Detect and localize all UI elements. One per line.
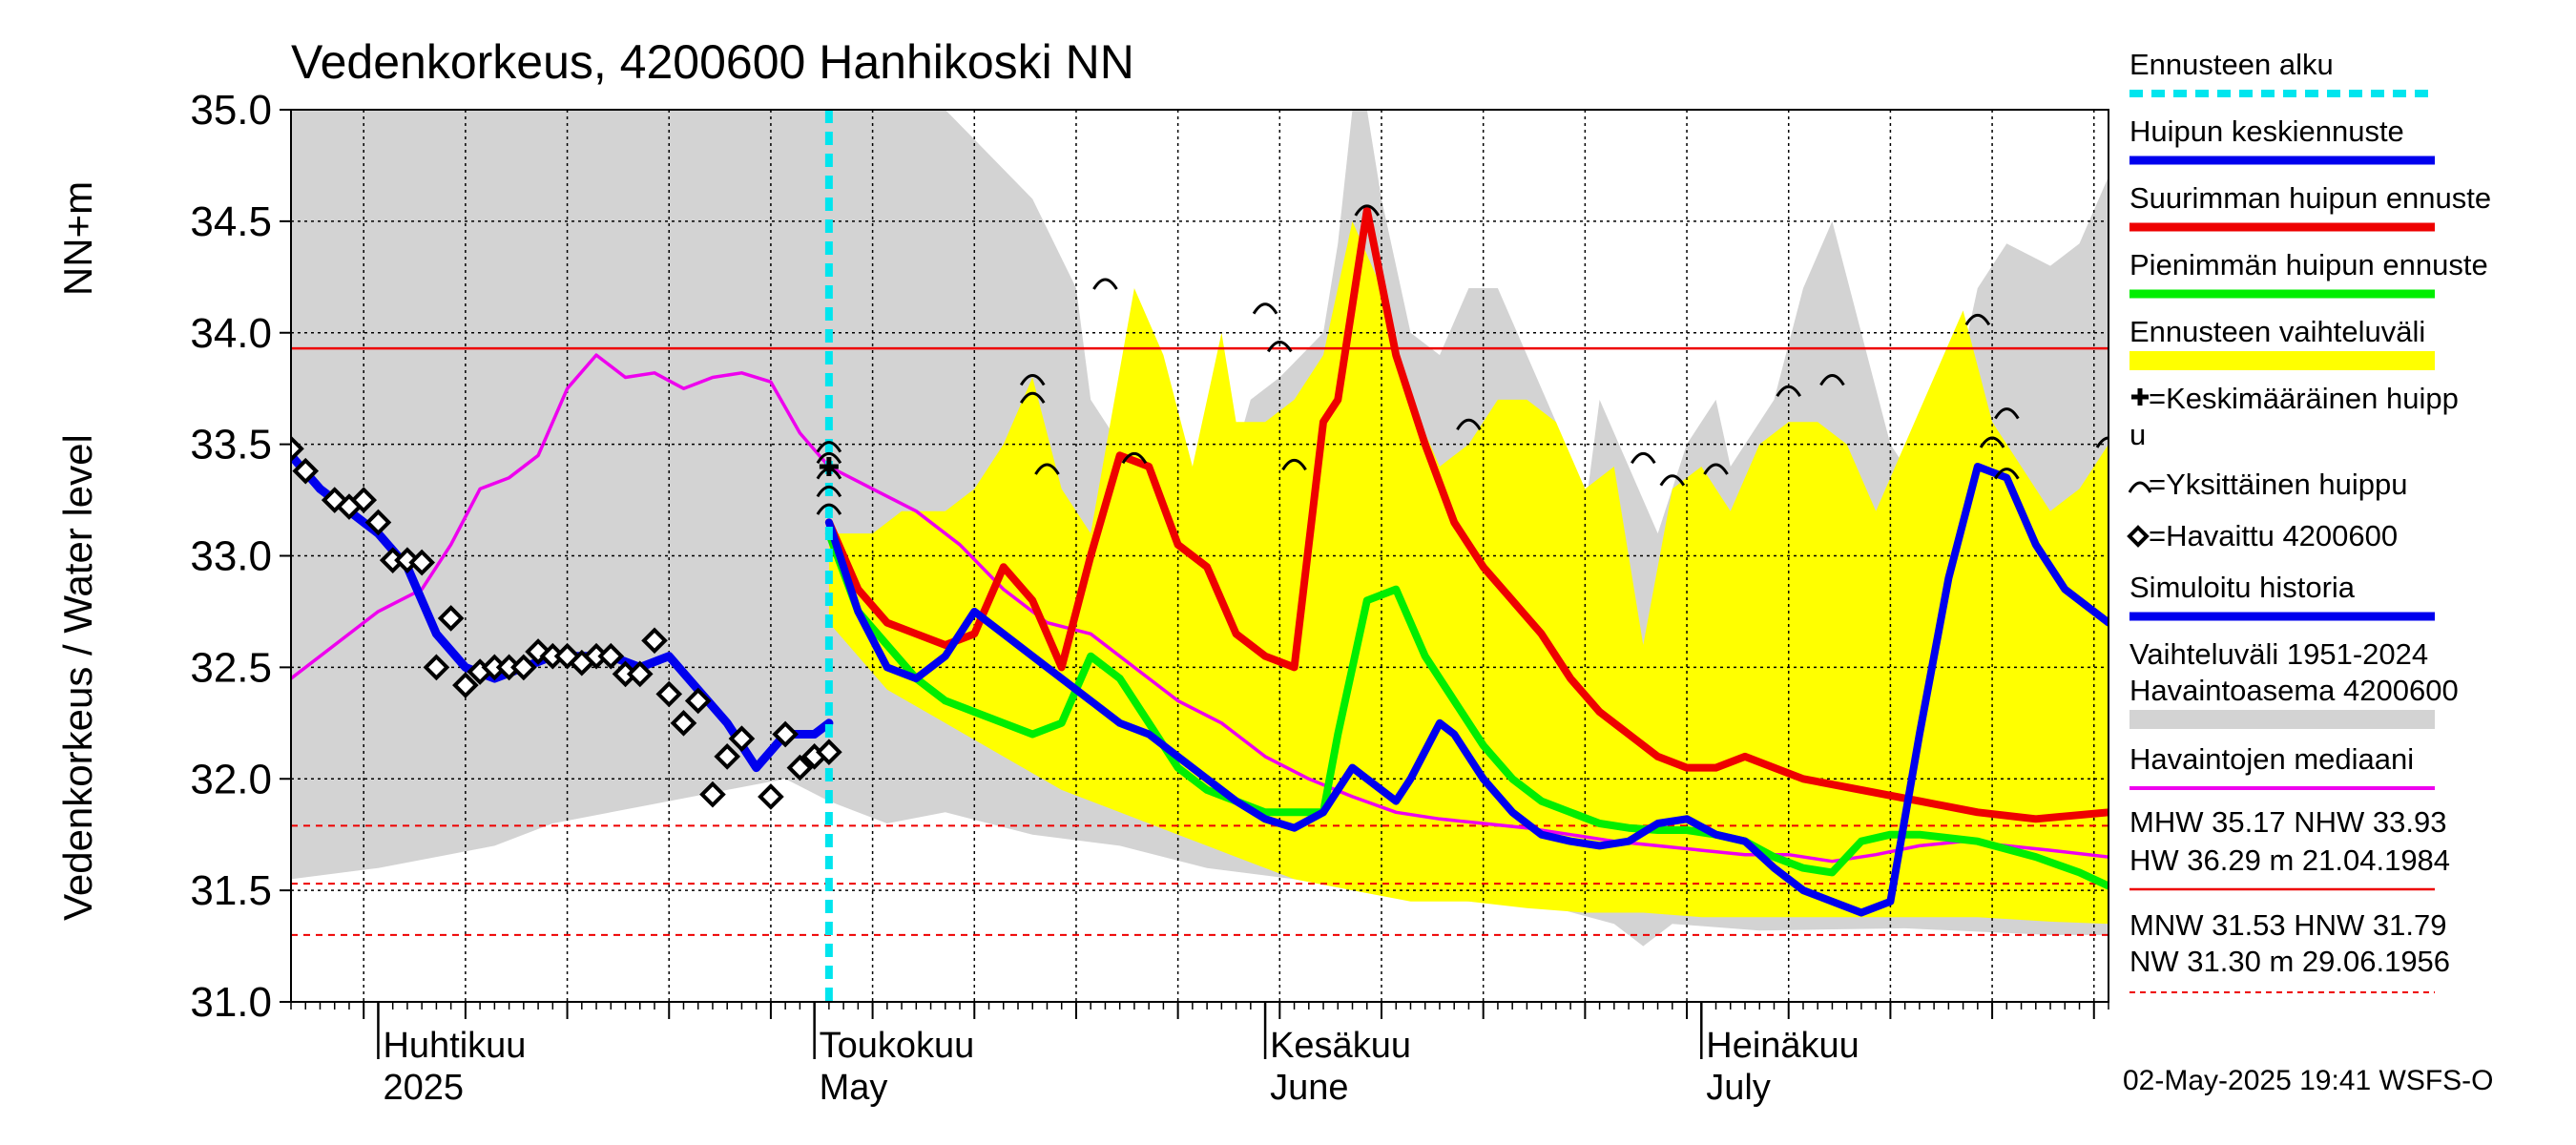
- stats-nw: NW 31.30 m 29.06.1956: [2129, 945, 2450, 978]
- legend-label: Havaintojen mediaani: [2129, 742, 2414, 776]
- y-axis-label: Vedenkorkeus / Water level: [55, 434, 100, 921]
- legend-swatch: [2131, 388, 2149, 406]
- single-peak-marker: [816, 503, 842, 515]
- x-month-sublabel: July: [1706, 1068, 1771, 1108]
- observed-point: [510, 654, 537, 681]
- single-peak-marker: [1659, 474, 1686, 487]
- observed-point: [597, 642, 625, 670]
- single-peak-marker: [2095, 436, 2109, 448]
- observed-point: [364, 509, 392, 536]
- observed-point: [772, 720, 799, 748]
- stats-mnw: MNW 31.53 HNW 31.79: [2129, 908, 2447, 942]
- timestamp-footer: 02-May-2025 19:41 WSFS-O: [2123, 1065, 2494, 1096]
- single-peak-marker: [1034, 463, 1060, 475]
- single-peak-marker: [1267, 340, 1293, 353]
- x-month-sublabel: 2025: [383, 1068, 464, 1108]
- observed-point: [786, 754, 814, 781]
- legend-label: Suurimman huipun ennuste: [2129, 181, 2491, 215]
- y-tick-label: 35.0: [190, 87, 272, 134]
- observed-point: [816, 739, 842, 766]
- observed-point: [699, 781, 726, 808]
- y-axis-unit-label: NN+m: [55, 181, 100, 296]
- y-tick-label: 32.5: [190, 644, 272, 691]
- y-tick-label: 32.0: [190, 756, 272, 802]
- single-peak-marker: [1994, 407, 2020, 420]
- single-peak-marker: [1776, 385, 1802, 397]
- x-month-label: Huhtikuu: [383, 1026, 526, 1066]
- y-tick-label: 33.5: [190, 422, 272, 468]
- min-peak-forecast-series: [824, 530, 2109, 890]
- single-peak-marker: [1281, 458, 1307, 471]
- legend-label: =Keskimääräinen huipp: [2149, 382, 2459, 415]
- legend-swatch: [2129, 710, 2435, 729]
- observed-point: [655, 680, 683, 708]
- single-peak-marker: [1631, 451, 1656, 465]
- single-peak-marker: [1819, 374, 1845, 386]
- legend-label: Pienimmän huipun ennuste: [2129, 248, 2488, 281]
- legend-swatch: [2129, 351, 2435, 370]
- observed-point: [714, 743, 741, 770]
- single-peak-marker: [1019, 374, 1046, 386]
- legend-label: Ennusteen vaihteluväli: [2129, 315, 2425, 348]
- y-tick-label: 33.0: [190, 533, 272, 580]
- legend-label: Simuloitu historia: [2129, 571, 2356, 604]
- y-tick-label: 31.0: [190, 979, 272, 1026]
- legend-label: Vaihteluväli 1951-2024: [2129, 637, 2428, 671]
- observed-point: [452, 672, 479, 698]
- single-peak-marker: [1092, 278, 1118, 290]
- legend-swatch: [2128, 481, 2152, 493]
- legend-label: Ennusteen alku: [2129, 48, 2334, 81]
- y-tick-label: 34.5: [190, 198, 272, 245]
- legend-label-continued: u: [2129, 418, 2146, 451]
- single-peak-marker: [1979, 436, 2005, 448]
- observed-point: [684, 687, 712, 715]
- observed-point: [437, 605, 465, 632]
- legend-swatch: [2127, 525, 2150, 548]
- observed-point: [758, 783, 784, 810]
- legend-label: =Havaittu 4200600: [2149, 519, 2398, 552]
- single-peak-marker: [1964, 313, 1991, 326]
- single-peak-marker: [816, 485, 842, 498]
- y-tick-label: 34.0: [190, 310, 272, 357]
- single-peak-marker: [816, 451, 842, 465]
- y-tick-label: 31.5: [190, 867, 272, 914]
- x-month-label: Toukokuu: [820, 1026, 975, 1066]
- chart-title: Vedenkorkeus, 4200600 Hanhikoski NN: [291, 35, 1134, 89]
- mean-peak-forecast-series: [824, 463, 2109, 917]
- observed-point: [291, 435, 304, 463]
- max-peak-forecast-series: [824, 206, 2109, 823]
- mean-peak-marker: [819, 457, 839, 476]
- legend-label: Huipun keskiennuste: [2129, 114, 2404, 148]
- observed-point: [641, 627, 668, 655]
- single-peak-marker: [1354, 204, 1381, 217]
- legend-label: =Yksittäinen huippu: [2149, 468, 2407, 501]
- single-peak-marker: [1019, 391, 1046, 405]
- observed-point: [423, 654, 450, 681]
- legend-label-continued: Havaintoasema 4200600: [2129, 674, 2459, 707]
- x-month-sublabel: May: [820, 1068, 888, 1108]
- observed-point: [408, 549, 435, 576]
- single-peak-marker: [816, 441, 842, 453]
- observed-point: [626, 660, 654, 688]
- stats-mhw: MHW 35.17 NHW 33.93: [2129, 805, 2447, 839]
- stats-hw: HW 36.29 m 21.04.1984: [2129, 843, 2450, 877]
- forecast-range-band: [828, 220, 2109, 925]
- x-month-sublabel: June: [1270, 1068, 1348, 1108]
- x-month-label: Heinäkuu: [1706, 1026, 1859, 1066]
- single-peak-marker: [1121, 451, 1148, 465]
- observed-point: [292, 457, 320, 485]
- single-peak-marker: [1252, 302, 1278, 315]
- single-peak-marker: [1456, 418, 1482, 431]
- observed-point: [728, 725, 756, 753]
- single-peak-marker: [1994, 468, 2020, 480]
- x-month-label: Kesäkuu: [1270, 1026, 1411, 1066]
- single-peak-marker: [1703, 463, 1729, 475]
- observed-point: [350, 487, 378, 513]
- observed-point: [670, 709, 697, 737]
